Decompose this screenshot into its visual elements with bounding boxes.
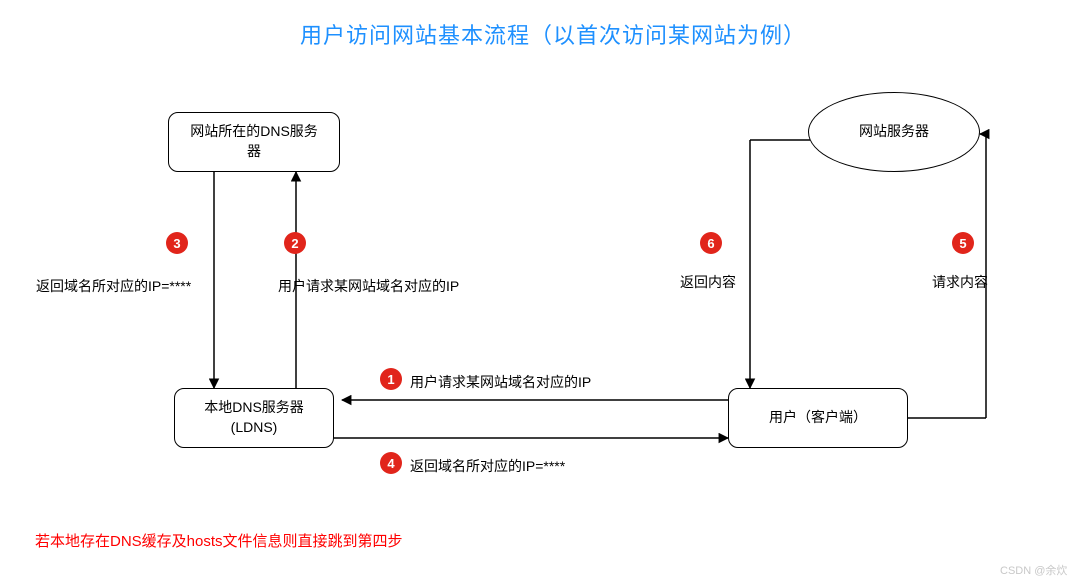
node-dns-server: 网站所在的DNS服务器 (168, 112, 340, 172)
edge-label-4: 返回域名所对应的IP=**** (410, 456, 565, 476)
node-ldns: 本地DNS服务器(LDNS) (174, 388, 334, 448)
node-user: 用户（客户端） (728, 388, 908, 448)
edge-label-1: 用户请求某网站域名对应的IP (410, 372, 591, 392)
diagram-title: 用户访问网站基本流程（以首次访问某网站为例） (300, 18, 806, 50)
step-badge-2: 2 (284, 232, 306, 254)
node-ldns-label: 本地DNS服务器(LDNS) (204, 398, 304, 437)
footnote: 若本地存在DNS缓存及hosts文件信息则直接跳到第四步 (35, 530, 403, 551)
step-badge-4: 4 (380, 452, 402, 474)
step-badge-1: 1 (380, 368, 402, 390)
node-dns-server-label: 网站所在的DNS服务器 (190, 122, 318, 161)
edge-label-6: 返回内容 (680, 272, 736, 292)
edge-label-5: 请求内容 (932, 272, 988, 292)
step-badge-5: 5 (952, 232, 974, 254)
step-badge-3: 3 (166, 232, 188, 254)
step-badge-6: 6 (700, 232, 722, 254)
node-web-server: 网站服务器 (808, 92, 980, 172)
watermark: CSDN @余炊 (1000, 562, 1067, 578)
edge-label-2: 用户请求某网站域名对应的IP (278, 276, 459, 296)
node-web-server-label: 网站服务器 (859, 122, 929, 142)
edge-label-3: 返回域名所对应的IP=**** (36, 276, 191, 296)
node-user-label: 用户（客户端） (769, 408, 867, 428)
